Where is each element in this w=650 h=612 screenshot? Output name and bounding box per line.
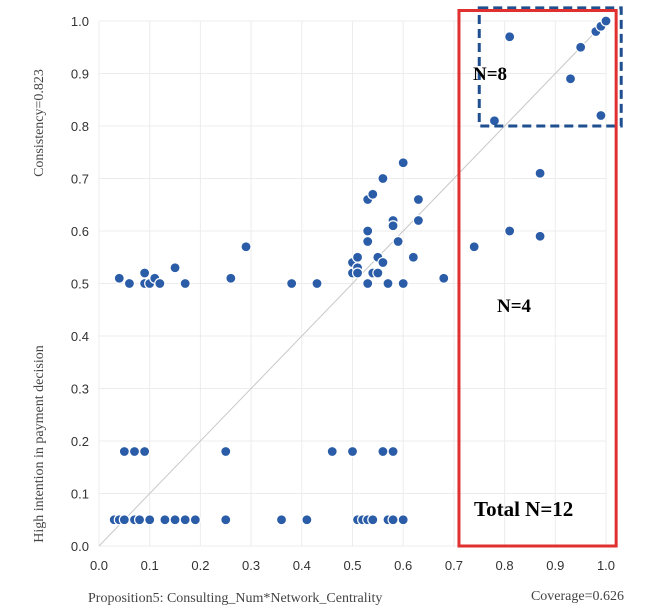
data-point [372,267,384,279]
data-point [159,514,171,526]
data-point [351,251,364,263]
x-tick-label: 0.5 [343,558,361,573]
grid [98,20,607,547]
data-point [225,272,237,284]
data-point [488,115,501,127]
x-tick-label: 0.1 [141,558,159,573]
data-point [504,225,516,237]
data-point [412,193,425,206]
data-point [504,31,516,43]
annotation-n4: N=4 [497,296,532,317]
data-point [362,225,374,237]
data-point [595,109,607,122]
y-tick-label: 1.0 [71,14,89,29]
y-tick-label: 0.0 [71,539,89,554]
x-tick-label: 0.3 [242,558,260,573]
data-point [113,272,125,284]
data-point [397,277,409,290]
data-point [600,15,612,27]
data-point [346,445,359,458]
data-point [387,514,399,526]
y-axis-ticks: 0.0 0.1 0.2 0.3 0.4 0.5 0.6 0.7 0.8 0.9 1.0 [71,14,89,554]
data-point [220,445,232,458]
data-point [240,241,252,253]
data-point [564,73,577,85]
data-point [382,277,394,290]
data-point [377,256,389,269]
y-tick-label: 0.1 [71,487,89,502]
consistency-label: Consistency=0.823 [32,69,47,177]
data-point [123,277,136,290]
data-point [397,514,409,526]
data-point [139,267,151,279]
data-point [377,172,389,185]
x-tick-label: 0.6 [394,558,412,573]
coverage-label: Coverage=0.626 [531,589,624,604]
data-point [154,277,166,290]
y-tick-label: 0.3 [71,382,89,397]
x-tick-label: 0.7 [445,558,463,573]
diagonal-reference-line [98,20,607,547]
data-point [144,514,156,526]
data-point [534,230,546,242]
data-point [286,277,298,290]
y-tick-label: 0.9 [71,67,89,82]
data-point [301,514,313,526]
data-point [362,235,374,248]
y-tick-label: 0.5 [71,277,89,292]
data-point [575,41,587,53]
data-point [397,157,409,169]
x-tick-label: 0.9 [546,558,564,573]
red-box-highlight [457,9,618,548]
data-point [438,272,450,284]
x-tick-label: 0.0 [90,558,108,573]
data-point [311,277,323,290]
data-points [108,15,612,526]
data-point [367,514,379,526]
data-point [362,277,374,290]
y-tick-label: 0.8 [71,119,89,134]
data-point [169,262,181,274]
data-point [169,514,181,526]
data-point [179,514,191,526]
data-point [468,241,480,253]
data-point [118,445,130,458]
annotation-total: Total N=12 [474,497,573,521]
x-tick-label: 0.8 [496,558,514,573]
data-point [189,514,201,526]
data-point [179,277,191,290]
y-axis-label: High intention in payment decision [32,345,47,543]
data-point [387,445,399,458]
x-axis-ticks: 0.0 0.1 0.2 0.3 0.4 0.5 0.6 0.7 0.8 0.9 1.0 [90,558,615,573]
y-tick-label: 0.2 [71,434,89,449]
data-point [534,167,546,179]
annotation-n8: N=8 [473,64,507,85]
dashed-box-highlight [477,6,623,128]
y-tick-label: 0.6 [71,224,89,239]
x-tick-label: 0.4 [293,558,311,573]
x-tick-label: 0.2 [191,558,209,573]
x-tick-label: 1.0 [597,558,615,573]
data-point [351,267,364,279]
data-point [387,220,399,232]
x-axis-label: Proposition5: Consulting_Num*Network_Cen… [88,591,382,606]
y-tick-label: 0.4 [71,329,89,344]
data-point [367,188,379,200]
data-point [407,251,419,263]
data-point [412,214,425,227]
data-point [139,445,151,458]
data-point [220,514,232,526]
data-point [128,445,141,458]
y-tick-label: 0.7 [71,172,89,187]
data-point [275,514,288,526]
data-point [326,445,338,458]
data-point [377,445,389,458]
data-point [133,514,146,526]
data-point [392,235,404,248]
data-point [118,514,130,526]
